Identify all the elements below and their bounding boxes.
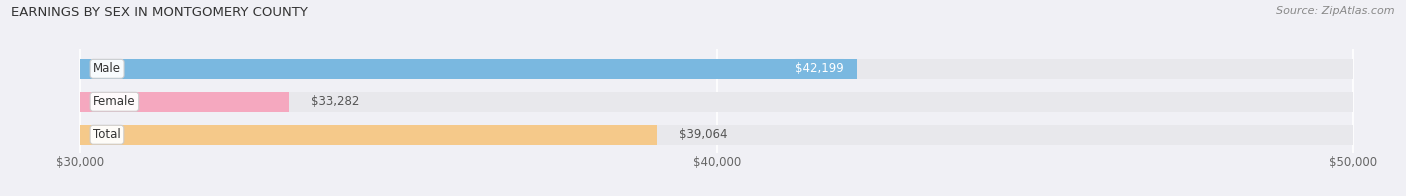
Bar xyxy=(80,124,657,145)
Text: Source: ZipAtlas.com: Source: ZipAtlas.com xyxy=(1277,6,1395,16)
Bar xyxy=(80,92,290,112)
Text: $42,199: $42,199 xyxy=(796,62,844,75)
Text: Total: Total xyxy=(93,128,121,141)
Text: Female: Female xyxy=(93,95,136,108)
Bar xyxy=(80,59,1353,79)
Bar xyxy=(80,59,856,79)
Bar xyxy=(80,92,1353,112)
Bar xyxy=(80,124,1353,145)
Text: EARNINGS BY SEX IN MONTGOMERY COUNTY: EARNINGS BY SEX IN MONTGOMERY COUNTY xyxy=(11,6,308,19)
Text: $39,064: $39,064 xyxy=(679,128,728,141)
Text: Male: Male xyxy=(93,62,121,75)
Text: $33,282: $33,282 xyxy=(312,95,360,108)
